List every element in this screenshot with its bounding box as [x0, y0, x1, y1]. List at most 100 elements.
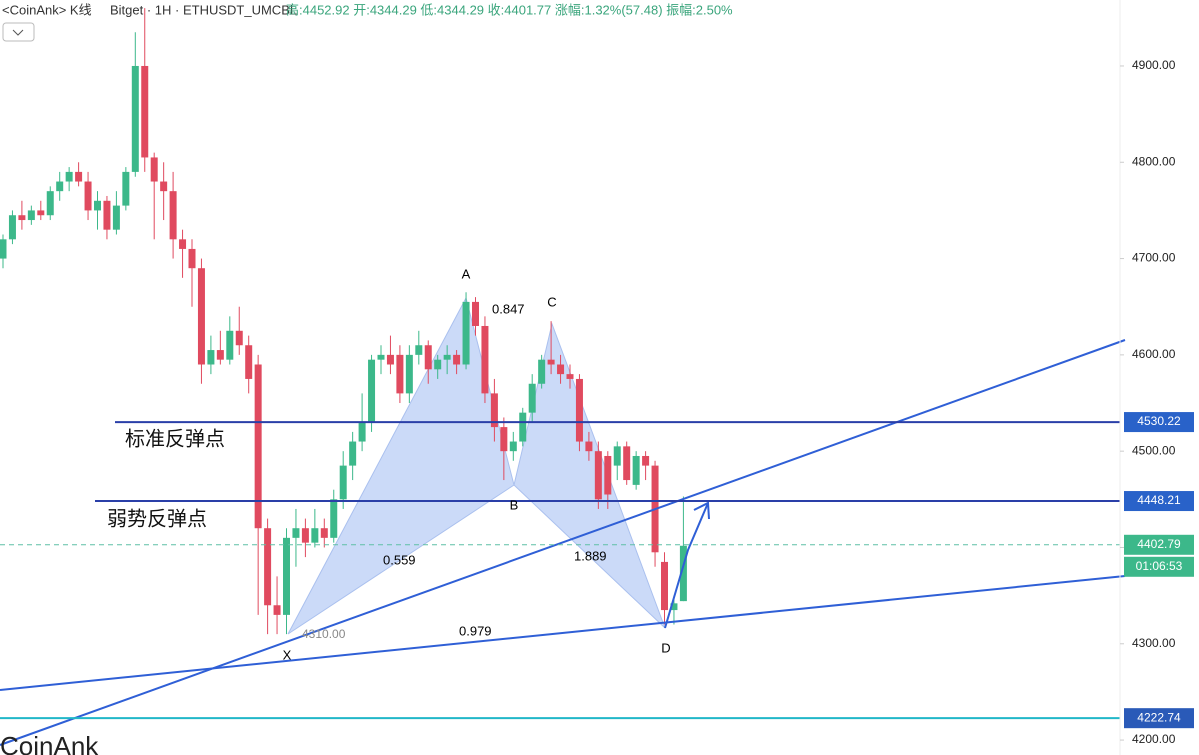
candle-body [519, 412, 527, 442]
candle-body [56, 181, 64, 192]
candle-body [396, 354, 404, 394]
dropdown[interactable] [2, 22, 35, 42]
candle-body [235, 330, 243, 346]
price-tag [1124, 534, 1194, 555]
point-label: A [462, 266, 471, 281]
countdown: 01:06:53 [1136, 559, 1183, 573]
candle-body [169, 191, 177, 240]
candle-body [528, 383, 536, 413]
candle-body [122, 171, 130, 206]
candle-body [557, 364, 565, 375]
candle-body [481, 325, 489, 394]
candle-body [18, 215, 26, 221]
candle-body [75, 171, 83, 182]
candle-body [679, 545, 687, 602]
candle-body [65, 171, 73, 182]
price-tag [1124, 412, 1194, 433]
candle-body [547, 359, 555, 365]
header-source: <CoinAnk> K线 [2, 2, 92, 17]
candle-body [292, 528, 300, 538]
ratio: 1.889 [574, 548, 607, 563]
candle-body [197, 268, 205, 365]
label-weak: 弱势反弹点 [107, 507, 207, 530]
candle-body [320, 528, 328, 538]
price-tag-label: 4222.74 [1137, 710, 1181, 724]
candle-body [538, 359, 546, 384]
y-tick-label: 4900.00 [1132, 58, 1176, 72]
candle-body [472, 301, 479, 326]
candle-body [661, 561, 668, 611]
candle-body [509, 441, 517, 452]
arrow [664, 502, 709, 629]
pattern-bcd [513, 322, 666, 629]
price-tag-label: 4448.21 [1137, 493, 1181, 507]
candle-body [377, 354, 385, 360]
candle-body [112, 205, 120, 230]
candle-body [613, 446, 621, 466]
candle-body [415, 345, 423, 355]
candle-body [500, 427, 508, 452]
ratio: 0.847 [492, 301, 525, 316]
candle-body [84, 181, 92, 211]
candle-body [216, 350, 224, 360]
candle-body [623, 446, 631, 481]
candle-body [585, 441, 593, 452]
y-tick-label: 4300.00 [1132, 636, 1176, 650]
label-strong: 标准反弹点 [125, 427, 225, 450]
candle-body [490, 393, 498, 428]
trend-line [0, 339, 1126, 746]
countdown-tag [1124, 556, 1194, 577]
price-tag-label: 4530.22 [1137, 414, 1181, 428]
candle-body [179, 239, 187, 249]
candle-body [434, 359, 442, 370]
candle-body [131, 65, 139, 172]
candle-body [301, 528, 309, 543]
point-label: X [283, 647, 292, 662]
candle-body [103, 200, 111, 230]
price-tag [1124, 708, 1194, 729]
candle-body [311, 528, 319, 543]
candle-body [604, 455, 612, 495]
candle-body [443, 354, 451, 360]
candle-body [575, 378, 583, 442]
candle-body [46, 191, 54, 216]
ratio: 0.559 [383, 552, 416, 567]
y-tick-label: 4600.00 [1132, 347, 1176, 361]
candle-body [207, 350, 215, 365]
candle-body [453, 354, 461, 365]
candle-body [188, 248, 196, 269]
candle-body [150, 157, 158, 182]
candle-body [226, 330, 234, 360]
arrow-head [693, 501, 710, 520]
candle-body [405, 354, 413, 394]
point-label: C [547, 294, 556, 309]
candle-body [160, 181, 168, 192]
candle-body [94, 200, 101, 211]
candle-body [368, 359, 376, 423]
watermark: CoinAnk [0, 731, 99, 755]
candle-body [670, 603, 678, 611]
low-label: 4310.00 [302, 627, 346, 641]
candle-body [594, 451, 602, 500]
candle-body [37, 210, 45, 216]
point-label: B [510, 497, 519, 512]
header-symbol: Bitget · 1H · ETHUSDT_UMCBL [110, 2, 297, 17]
candle-body [141, 65, 149, 158]
candle-body [27, 210, 35, 221]
trend-line [0, 575, 1126, 691]
candle-body [245, 345, 253, 379]
price-tag [1124, 491, 1194, 512]
candle-body [273, 605, 281, 615]
candle-body [566, 374, 574, 379]
candle-body [632, 455, 640, 485]
candle-body [386, 354, 394, 365]
candle-body [0, 239, 7, 259]
dropdown-icon [12, 29, 24, 36]
y-tick-label: 4700.00 [1132, 251, 1176, 265]
candle-body [339, 465, 347, 500]
point-label: D [661, 640, 670, 655]
candle-body [349, 441, 357, 466]
pattern-xab [287, 296, 515, 635]
candle-body [8, 215, 16, 240]
